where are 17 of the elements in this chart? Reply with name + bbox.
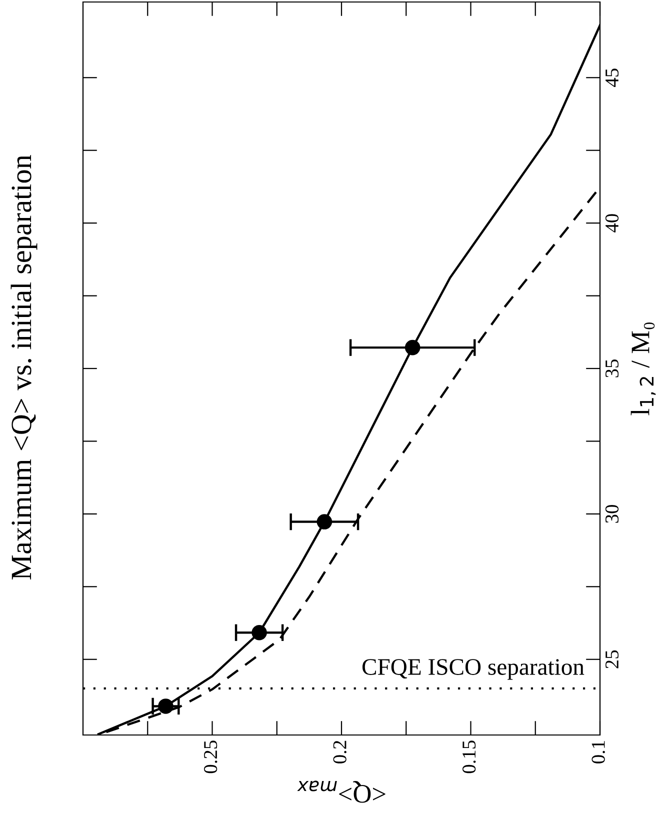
- y-axis-title: l$_{1,2}$ / M₀: [630, 322, 656, 416]
- point: [404, 340, 420, 356]
- ref-line-label: CFQE ISCO separation: [362, 659, 584, 680]
- x-tick-label: 0.1: [592, 741, 605, 764]
- y-tick-label: 35: [605, 360, 619, 378]
- y-tick-label: 40: [605, 214, 619, 232]
- x-axis-title: <Q>$_{max}$: [297, 780, 386, 803]
- point: [252, 624, 267, 640]
- y-tick-label: 30: [605, 504, 619, 523]
- y-tick-label: 25: [605, 650, 619, 668]
- y-tick-label: 45: [606, 68, 619, 87]
- text: Maximum <Q> vs. initial separation: [10, 155, 38, 580]
- point: [158, 698, 174, 714]
- x-tick-label: 0.25: [204, 740, 218, 774]
- x-tick-label: 0.2: [333, 740, 346, 764]
- x-tick-label: 0.15: [462, 740, 476, 774]
- point: [316, 514, 332, 530]
